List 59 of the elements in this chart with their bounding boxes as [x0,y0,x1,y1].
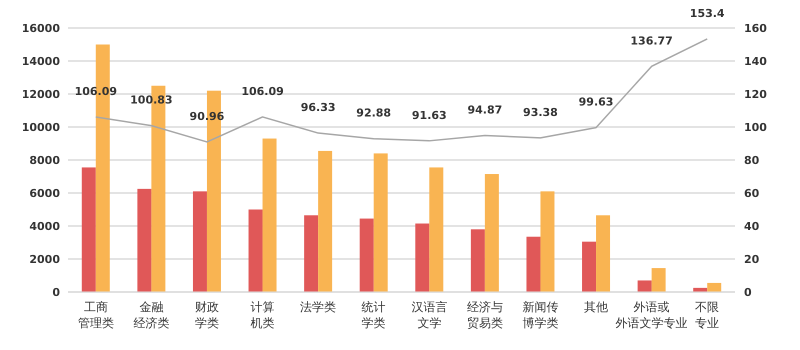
bar [540,191,554,292]
data-label: 94.87 [467,103,502,116]
data-label: 96.33 [300,101,336,114]
y-tick-label: 4000 [29,220,60,233]
bar [707,282,722,292]
bar [638,280,652,292]
bar [262,138,277,292]
bar [318,150,332,292]
bar [652,268,666,292]
y2-tick-label: 160 [744,22,768,35]
data-label: 99.63 [578,96,614,109]
data-label: 136.77 [630,34,673,48]
y2-tick-label: 100 [744,121,768,134]
bar [484,174,499,292]
y-tick-label: 0 [52,286,60,299]
y-tick-label: 8000 [29,154,60,167]
y-tick-label: 10000 [22,121,60,134]
bar [429,167,444,292]
bar [360,218,374,292]
y2-tick-label: 60 [744,187,760,200]
bar [470,229,485,292]
x-tick-label: 计算机类 [250,300,275,330]
y2-tick-label: 80 [744,154,760,167]
data-label: 93.38 [523,106,558,119]
data-label: 91.63 [412,108,447,122]
bar [582,242,596,292]
bar [82,167,96,292]
x-tick-label: 统计学类 [362,300,386,330]
bar [248,210,263,292]
y-tick-label: 6000 [29,187,60,200]
bar [137,188,152,292]
x-tick-label: 新闻传博学类 [522,300,558,330]
x-tick-label: 外语或外语文学专业 [616,300,688,330]
x-tick-label: 法学类 [300,300,336,314]
y2-tick-label: 120 [744,88,768,101]
bar [192,191,207,292]
data-label: 92.88 [356,106,392,120]
y2-tick-label: 140 [744,55,768,68]
y2-tick-label: 20 [744,253,760,266]
x-tick-label: 工商管理类 [78,300,114,330]
data-label: 153.4 [690,6,725,20]
y-tick-label: 14000 [22,55,60,68]
bar [596,215,610,292]
bar [415,224,430,292]
y2-tick-label: 0 [744,286,752,299]
bar [374,153,388,292]
data-label: 106.09 [241,84,284,98]
x-tick-label: 财政学类 [194,300,219,330]
x-tick-label: 其他 [584,300,608,314]
y-tick-label: 12000 [22,88,60,101]
bar [304,215,318,292]
y-tick-label: 2000 [29,253,60,266]
x-tick-label: 经济与贸易类 [466,300,503,330]
y-tick-label: 16000 [22,22,60,35]
x-tick-label: 汉语言文学 [411,300,448,330]
bar [526,236,540,292]
x-tick-label: 不限专业 [695,300,720,330]
x-tick-label: 金融经济类 [133,300,170,330]
y2-tick-label: 40 [744,220,760,233]
